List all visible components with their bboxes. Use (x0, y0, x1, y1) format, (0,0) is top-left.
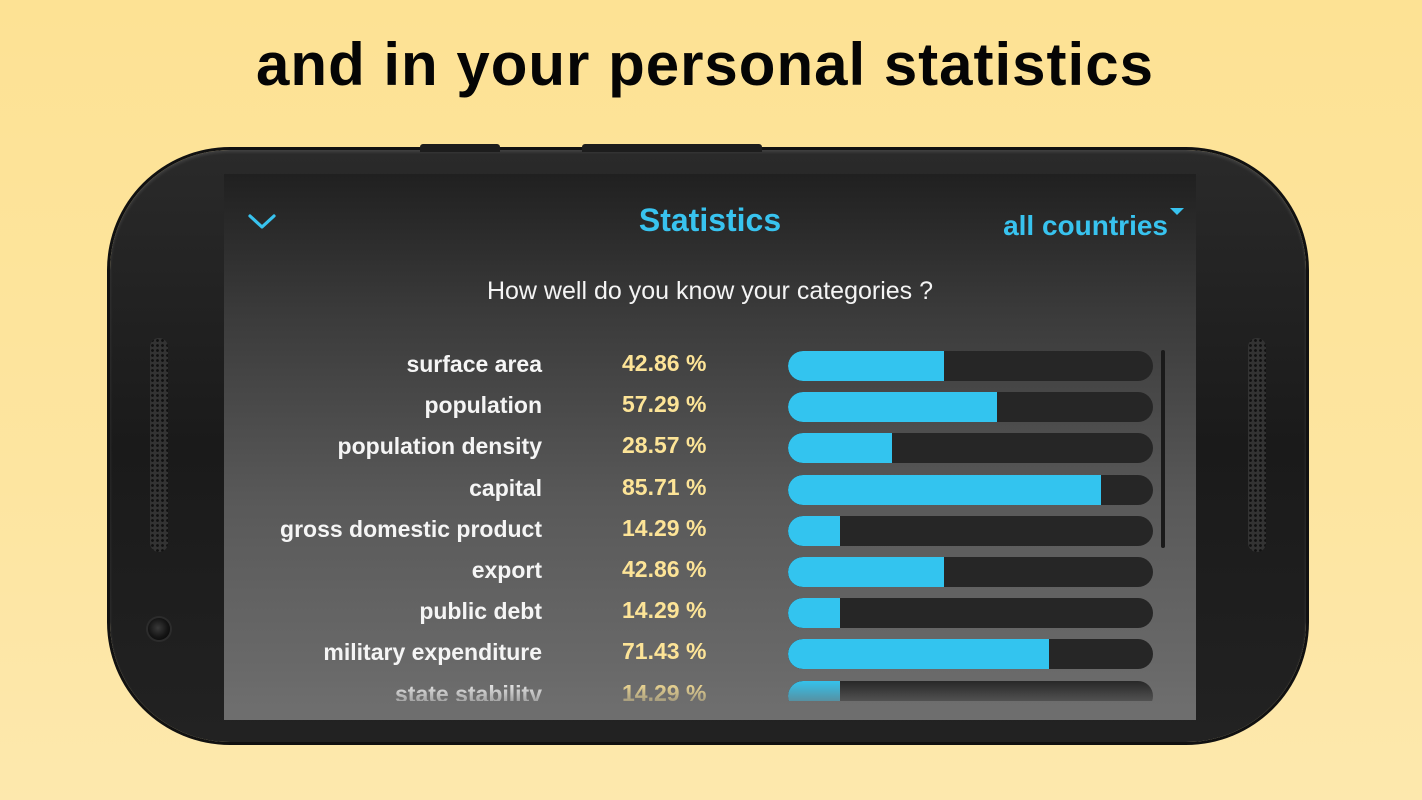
stat-category-label: population density (337, 433, 542, 460)
stat-percent-label: 14.29 % (622, 597, 707, 624)
stat-progress-fill (788, 557, 945, 587)
stat-progress-fill (788, 680, 841, 701)
stat-category-label: public debt (419, 598, 542, 625)
stat-progress-fill (788, 351, 945, 381)
stat-row: surface area 42.86 % (224, 347, 1196, 388)
stat-percent-label: 71.43 % (622, 638, 707, 665)
power-button (582, 144, 762, 152)
stat-category-label: export (471, 557, 542, 583)
stat-progress-track (788, 639, 1153, 670)
stat-percent-label: 14.29 % (622, 679, 707, 701)
stat-category-label: military expenditure (323, 639, 542, 666)
stat-category-label: capital (469, 474, 542, 501)
stat-progress-track (788, 433, 1153, 464)
speaker-grille-right (1248, 338, 1266, 552)
stat-percent-label: 85.71 % (622, 473, 707, 500)
front-camera (148, 618, 170, 640)
stat-progress-track (788, 474, 1153, 505)
stat-progress-fill (788, 515, 841, 546)
stat-percent-label: 57.29 % (622, 391, 707, 418)
stat-row: military expenditure 71.43 % (224, 635, 1196, 676)
stat-percent-label: 14.29 % (622, 514, 707, 541)
stat-progress-fill (788, 598, 841, 629)
stat-category-label: population (424, 392, 542, 419)
stat-progress-fill (788, 639, 1049, 670)
app-screen: Statistics all countries How well do you… (224, 174, 1196, 720)
stat-row: public debt 14.29 % (224, 594, 1196, 635)
stat-percent-label: 28.57 % (622, 432, 707, 459)
stat-progress-track (788, 557, 1153, 587)
stat-progress-track (788, 680, 1153, 701)
stat-percent-label: 42.86 % (622, 350, 707, 376)
list-scrollbar[interactable] (1161, 350, 1165, 548)
speaker-grille-left (150, 338, 168, 552)
stat-category-label: state stability (395, 680, 542, 701)
page-title: Statistics (638, 202, 782, 238)
stat-row: population density 28.57 % (224, 429, 1196, 470)
country-filter-dropdown[interactable]: all countries (1003, 204, 1184, 244)
stat-progress-fill (788, 433, 893, 464)
stat-row: gross domestic product 14.29 % (224, 512, 1196, 553)
question-text: How well do you know your categories ? (486, 277, 934, 305)
caret-down-icon (1170, 208, 1184, 215)
stat-category-label: gross domestic product (280, 515, 542, 542)
stat-percent-label: 42.86 % (622, 556, 707, 582)
stat-row: export 42.86 % (224, 553, 1196, 594)
stat-category-label: surface area (406, 351, 542, 377)
stat-progress-track (788, 515, 1153, 546)
phone-frame: Statistics all countries How well do you… (110, 144, 1306, 742)
stat-progress-track (788, 598, 1153, 629)
stat-progress-track (788, 392, 1153, 423)
category-stats-list[interactable]: surface area 42.86 % population 57.29 % popu… (224, 347, 1196, 701)
chevron-down-icon[interactable] (246, 210, 278, 232)
stat-row: population 57.29 % (224, 388, 1196, 429)
volume-button (420, 144, 500, 152)
country-filter-label: all countries (1003, 210, 1168, 241)
stat-progress-fill (788, 474, 1101, 505)
stat-progress-track (788, 351, 1153, 381)
stat-row: state stability 14.29 % (224, 677, 1196, 701)
stat-row: capital 85.71 % (224, 471, 1196, 512)
stat-progress-fill (788, 392, 998, 423)
headline: and in your personal statistics (256, 31, 1154, 98)
